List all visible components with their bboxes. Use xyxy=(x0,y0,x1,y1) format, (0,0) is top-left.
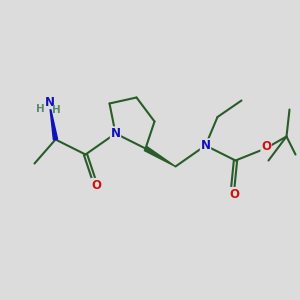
Text: O: O xyxy=(91,178,101,192)
Text: N: N xyxy=(110,127,121,140)
Text: O: O xyxy=(229,188,239,201)
Polygon shape xyxy=(50,103,58,140)
Text: H: H xyxy=(35,104,44,114)
Polygon shape xyxy=(144,146,175,167)
Text: H: H xyxy=(52,105,61,115)
Text: O: O xyxy=(261,140,271,154)
Text: N: N xyxy=(200,139,211,152)
Text: N: N xyxy=(44,95,55,109)
